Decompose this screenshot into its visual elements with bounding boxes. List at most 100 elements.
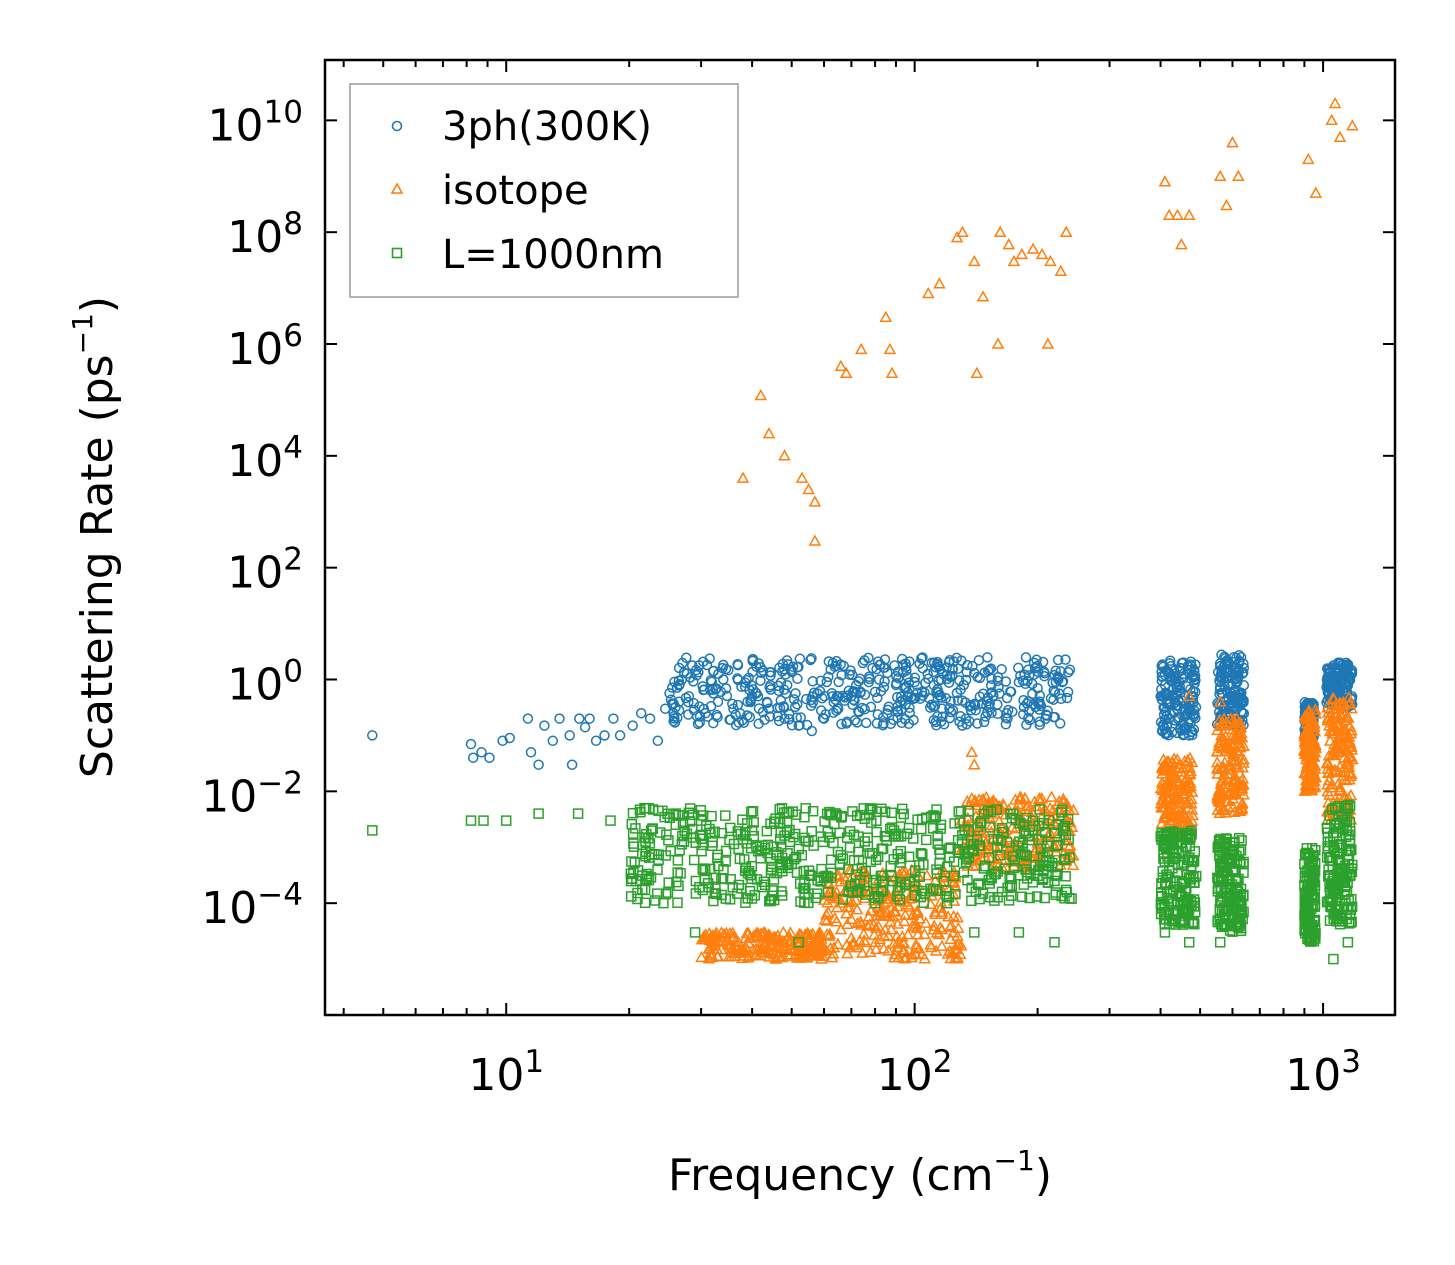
3ph-point (1032, 682, 1043, 694)
3ph-point (1034, 696, 1045, 707)
l1000nm-point (843, 886, 854, 897)
l1000nm-point (958, 867, 970, 878)
l1000nm-point (671, 876, 682, 888)
3ph-point (1055, 693, 1067, 705)
isotope-point (878, 929, 891, 942)
isotope-point (742, 949, 755, 961)
isotope-point (1179, 773, 1192, 786)
l1000nm-point (1304, 862, 1316, 874)
3ph-point (664, 687, 675, 699)
l1000nm-point (995, 849, 1006, 861)
3ph-point (467, 752, 479, 763)
isotope-point (819, 943, 833, 955)
isotope-point (810, 947, 824, 959)
isotope-point (1168, 793, 1182, 805)
3ph-point (1017, 675, 1029, 687)
y-tick-label: 106 (227, 318, 303, 375)
legend-label-3ph: 3ph(300K) (442, 104, 652, 150)
l1000nm-point (968, 838, 979, 850)
l1000nm-point (961, 854, 972, 865)
isotope-point (715, 926, 728, 938)
l1000nm-point (663, 835, 674, 846)
l1000nm-point (1177, 904, 1189, 916)
isotope-point (762, 427, 776, 439)
l1000nm-point (1301, 884, 1313, 895)
isotope-point (1299, 734, 1312, 746)
isotope-point (1344, 750, 1358, 762)
3ph-point (694, 701, 705, 712)
isotope-point (891, 917, 905, 929)
isotope-point (854, 342, 868, 355)
l1000nm-point (674, 844, 685, 856)
isotope-point (1306, 756, 1319, 768)
l1000nm-point (639, 897, 651, 909)
l1000nm-point (846, 881, 857, 892)
3ph-point (846, 691, 857, 702)
l1000nm-point (1216, 897, 1227, 908)
l1000nm-point (643, 833, 654, 844)
l1000nm-point (821, 808, 833, 820)
legend-marker-isotope (390, 182, 404, 194)
isotope-point (845, 912, 858, 924)
isotope-point (1323, 734, 1337, 746)
isotope-point (818, 893, 831, 905)
isotope-point (1218, 777, 1232, 789)
l1000nm-point (605, 815, 616, 826)
l1000nm-point (1159, 906, 1170, 918)
l1000nm-point (709, 888, 720, 899)
l1000nm-point (1308, 866, 1319, 877)
3ph-point (1054, 718, 1066, 729)
isotope-point (826, 947, 840, 959)
l1000nm-point (709, 826, 720, 838)
l1000nm-point (690, 875, 702, 887)
l1000nm-point (699, 874, 710, 886)
l1000nm-point (854, 875, 866, 886)
l1000nm-point (1226, 897, 1237, 908)
3ph-point (1060, 654, 1071, 665)
isotope-point (1000, 823, 1013, 835)
l1000nm-point (928, 810, 939, 821)
isotope-point (1225, 788, 1239, 800)
l1000nm-point (1343, 864, 1354, 875)
l1000nm-point (844, 842, 856, 853)
l1000nm-point (1334, 817, 1345, 828)
l1000nm-point (1166, 915, 1178, 927)
3ph-point (1174, 662, 1186, 674)
isotope-point (1044, 254, 1057, 267)
isotope-point (726, 930, 739, 942)
y-tick-label: 10−4 (201, 877, 303, 934)
isotope-point (1031, 836, 1044, 848)
l1000nm-point (918, 859, 929, 870)
isotope-point (1328, 744, 1341, 756)
l1000nm-point (889, 829, 900, 840)
isotope-point (952, 921, 965, 934)
3ph-point (608, 713, 619, 724)
isotope-point (906, 919, 919, 931)
isotope-point (976, 290, 990, 302)
isotope-point (834, 359, 848, 372)
isotope-point (905, 951, 918, 963)
l1000nm-point (1019, 849, 1031, 861)
3ph-point (1034, 690, 1046, 701)
l1000nm-point (743, 865, 755, 877)
isotope-point (1302, 750, 1315, 762)
isotope-point (1234, 782, 1248, 794)
3ph-point (692, 718, 704, 730)
3ph-point (993, 682, 1004, 693)
l1000nm-point (869, 892, 880, 904)
isotope-point (1237, 753, 1250, 765)
l1000nm-point (1020, 827, 1032, 839)
l1000nm-point (753, 845, 764, 857)
l1000nm-point (627, 807, 639, 819)
isotope-point (884, 915, 897, 927)
isotope-point (1035, 247, 1049, 260)
l1000nm-point (978, 863, 990, 874)
l1000nm-point (862, 886, 873, 897)
3ph-point (644, 713, 656, 724)
3ph-point (497, 735, 508, 747)
l1000nm-point (800, 803, 811, 814)
l1000nm-point (941, 890, 953, 902)
3ph-point (930, 661, 941, 673)
l1000nm-point (784, 824, 795, 836)
l1000nm-point (748, 817, 759, 828)
